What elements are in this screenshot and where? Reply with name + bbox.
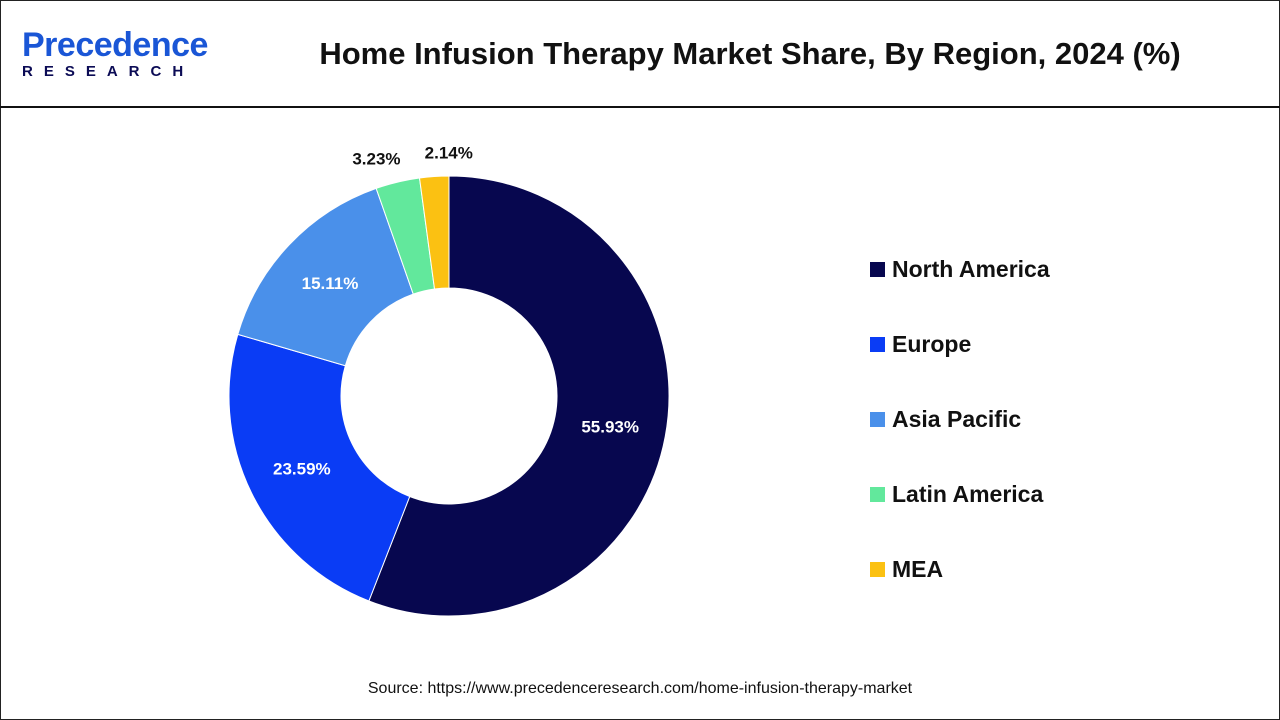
header: Precedence RESEARCH Home Infusion Therap… bbox=[0, 0, 1280, 108]
slice-north-america bbox=[368, 175, 670, 617]
legend-label: North America bbox=[892, 256, 1050, 282]
data-label: 2.14% bbox=[425, 144, 473, 163]
legend-label: Europe bbox=[892, 331, 972, 357]
legend-item: Asia Pacific bbox=[870, 382, 1050, 457]
legend-label: Asia Pacific bbox=[892, 406, 1022, 432]
legend-swatch bbox=[870, 562, 885, 577]
slice-mea bbox=[418, 175, 450, 290]
legend-item: MEA bbox=[870, 532, 1050, 607]
source-note: Source: https://www.precedenceresearch.c… bbox=[367, 680, 913, 697]
data-label: 15.11% bbox=[302, 274, 359, 293]
data-label: 3.23% bbox=[352, 150, 400, 169]
legend-label: MEA bbox=[892, 556, 944, 582]
legend-swatch bbox=[870, 487, 885, 502]
legend-swatch bbox=[870, 262, 885, 277]
legend: North America Europe Asia Pacific Latin Ame… bbox=[870, 232, 1050, 607]
slice-europe bbox=[228, 333, 411, 602]
logo-wordmark: Precedence bbox=[22, 26, 208, 64]
data-label: 55.93% bbox=[581, 417, 639, 436]
legend-item: Latin America bbox=[870, 457, 1050, 532]
legend-swatch bbox=[870, 337, 885, 352]
data-label: 23.59% bbox=[273, 459, 331, 478]
legend-label: Latin America bbox=[892, 481, 1044, 507]
chart-title: Home Infusion Therapy Market Share, By R… bbox=[319, 36, 1181, 71]
slice-asia-pacific bbox=[237, 187, 414, 367]
logo: Precedence RESEARCH bbox=[22, 28, 208, 80]
legend-swatch bbox=[870, 412, 885, 427]
logo-subtitle: RESEARCH bbox=[22, 63, 195, 80]
legend-item: North America bbox=[870, 232, 1050, 307]
legend-item: Europe bbox=[870, 307, 1050, 382]
